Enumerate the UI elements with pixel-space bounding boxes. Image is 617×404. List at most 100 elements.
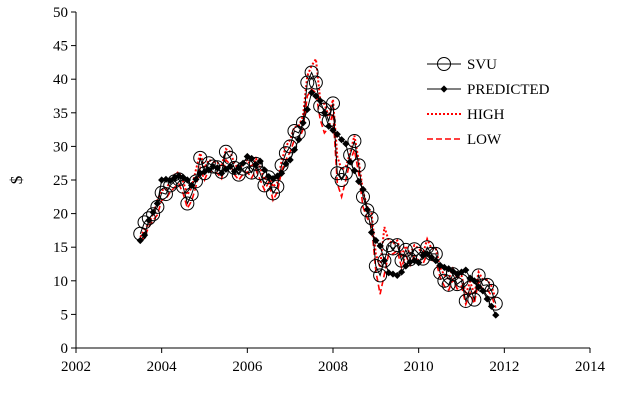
data-point — [334, 173, 349, 187]
data-point — [450, 277, 465, 292]
y-tick-label: 50 — [53, 5, 68, 21]
data-point — [445, 267, 460, 282]
data-point — [176, 179, 191, 194]
legend-label: PREDICTED — [467, 82, 550, 98]
legend-item-svu: SVU — [427, 57, 497, 73]
data-point — [223, 150, 238, 165]
data-point — [393, 271, 401, 280]
data-point — [385, 269, 393, 277]
data-point — [141, 211, 156, 226]
data-point — [467, 292, 482, 307]
data-point — [137, 215, 152, 230]
data-point — [312, 92, 320, 100]
legend: SVU PREDICTED HIGH LOW — [427, 57, 550, 148]
data-point — [316, 97, 324, 105]
data-point — [373, 268, 388, 283]
data-point — [307, 89, 316, 97]
data-point — [368, 259, 383, 274]
data-point — [360, 203, 375, 218]
y-tick-label: 30 — [53, 139, 68, 155]
data-point — [158, 187, 173, 202]
legend-label: HIGH — [467, 107, 505, 123]
data-point — [484, 283, 499, 298]
data-point — [201, 156, 216, 171]
data-point — [475, 283, 483, 291]
data-point — [390, 238, 405, 253]
data-point — [321, 113, 336, 128]
x-tick-label: 2012 — [489, 359, 519, 375]
data-point — [150, 199, 165, 214]
data-point — [296, 115, 311, 130]
data-point — [364, 211, 379, 226]
plot-area — [133, 56, 503, 319]
data-point — [325, 122, 333, 130]
series-predicted — [136, 89, 500, 319]
legend-label: LOW — [467, 132, 502, 148]
data-point — [304, 65, 319, 80]
series-svu — [133, 65, 503, 311]
data-point — [300, 75, 315, 90]
data-point — [171, 172, 186, 187]
data-point — [274, 158, 289, 173]
data-point — [458, 293, 473, 308]
data-point — [355, 189, 370, 204]
x-tick-label: 2010 — [404, 359, 434, 375]
y-tick-label: 15 — [53, 240, 68, 256]
data-point — [420, 240, 435, 255]
x-ticks: 2002 2004 2006 2008 2010 2012 2014 — [61, 348, 606, 375]
data-point — [347, 134, 362, 149]
data-point — [372, 236, 380, 245]
y-tick-label: 10 — [53, 274, 68, 290]
data-point — [424, 246, 439, 261]
data-point — [351, 158, 366, 173]
series-line — [139, 71, 497, 304]
data-point — [377, 253, 392, 268]
axes: 0 5 10 15 20 25 30 35 40 45 50 2002 2004 2006 2008 201… — [7, 5, 606, 375]
data-point — [188, 174, 203, 189]
data-point — [449, 267, 457, 275]
data-point — [337, 136, 346, 144]
data-point — [206, 159, 221, 174]
x-tick-label: 2014 — [575, 359, 606, 375]
y-tick-label: 35 — [53, 106, 68, 122]
data-point — [488, 296, 503, 311]
data-point — [146, 207, 161, 222]
data-point — [303, 105, 311, 114]
data-point — [338, 166, 353, 181]
data-point — [184, 187, 199, 202]
data-point — [244, 165, 259, 180]
data-point — [218, 169, 226, 177]
legend-marker — [440, 85, 448, 93]
data-point — [278, 146, 293, 161]
x-tick-label: 2004 — [147, 359, 178, 375]
data-point — [462, 266, 470, 274]
y-tick-label: 40 — [53, 72, 68, 88]
y-ticks: 0 5 10 15 20 25 30 35 40 45 50 — [53, 5, 76, 357]
data-point — [197, 166, 212, 181]
data-point — [320, 109, 329, 117]
data-point — [410, 257, 418, 265]
data-point — [214, 164, 229, 179]
data-point — [253, 166, 268, 181]
data-point — [343, 148, 358, 163]
data-point — [270, 179, 285, 194]
data-point — [283, 139, 298, 154]
y-axis-title: $ — [7, 176, 26, 185]
y-tick-label: 25 — [53, 173, 68, 189]
data-point — [475, 278, 490, 293]
data-point — [492, 311, 500, 319]
data-point — [286, 156, 294, 164]
legend-item-high: HIGH — [427, 107, 505, 123]
data-point — [330, 166, 345, 181]
data-point — [471, 268, 486, 283]
data-point — [397, 268, 406, 276]
y-tick-label: 20 — [53, 207, 68, 223]
y-tick-label: 45 — [53, 39, 68, 55]
data-point — [367, 228, 376, 237]
data-point — [479, 287, 487, 295]
data-point — [376, 242, 384, 250]
data-point — [428, 246, 443, 261]
y-tick-label: 0 — [61, 341, 69, 357]
legend-item-predicted: PREDICTED — [427, 82, 550, 98]
